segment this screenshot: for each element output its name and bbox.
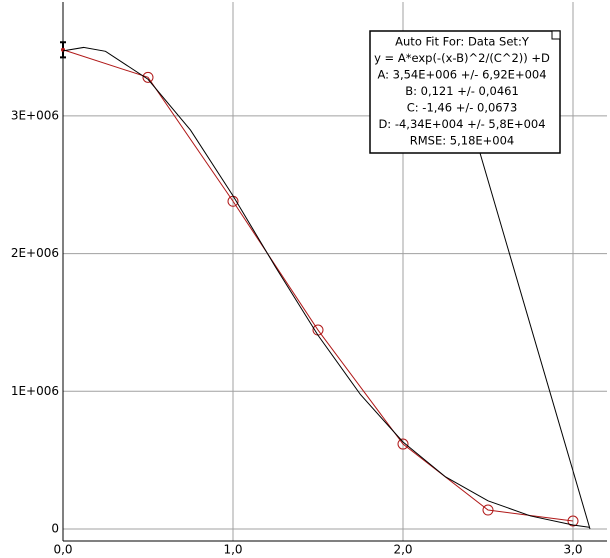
data-point — [397, 438, 409, 450]
x-tick-label: 1,0 — [223, 543, 242, 557]
data-point — [567, 515, 579, 527]
x-tick-label: 0,0 — [53, 543, 72, 557]
x-tick-label: 2,0 — [393, 543, 412, 557]
fit-box[interactable]: Auto Fit For: Data Set:Y y = A*exp(-(x-B)… — [369, 30, 561, 154]
data-line — [62, 49, 574, 522]
fit-text: D: -4,34E+004 +/- 5,8E+004 — [378, 117, 545, 131]
data-point — [61, 47, 65, 52]
fit-text: B: 0,121 +/- 0,0461 — [405, 84, 519, 98]
fit-box-handle[interactable] — [551, 30, 561, 40]
annotation-pointer — [479, 152, 591, 530]
fit-text: Auto Fit For: Data Set:Y — [395, 35, 530, 49]
fit-text: A: 3,54E+006 +/- 6,92E+004 — [377, 68, 546, 82]
y-tick-label: 3E+006 — [11, 108, 59, 122]
y-tick-label: 0 — [51, 522, 59, 536]
fit-curve — [62, 46, 591, 528]
x-tick-label: 3,0 — [563, 543, 582, 557]
fit-text: C: -1,46 +/- 0,0673 — [407, 101, 518, 115]
fit-text: y = A*exp(-(x-B)^2/(C^2)) +D — [374, 51, 550, 65]
fit-text: RMSE: 5,18E+004 — [410, 134, 514, 148]
fit-box-frame — [369, 30, 561, 154]
data-point — [482, 504, 494, 516]
y-tick-label: 1E+006 — [11, 384, 59, 398]
data-point — [142, 71, 154, 83]
y-tick-label: 2E+006 — [11, 246, 59, 260]
